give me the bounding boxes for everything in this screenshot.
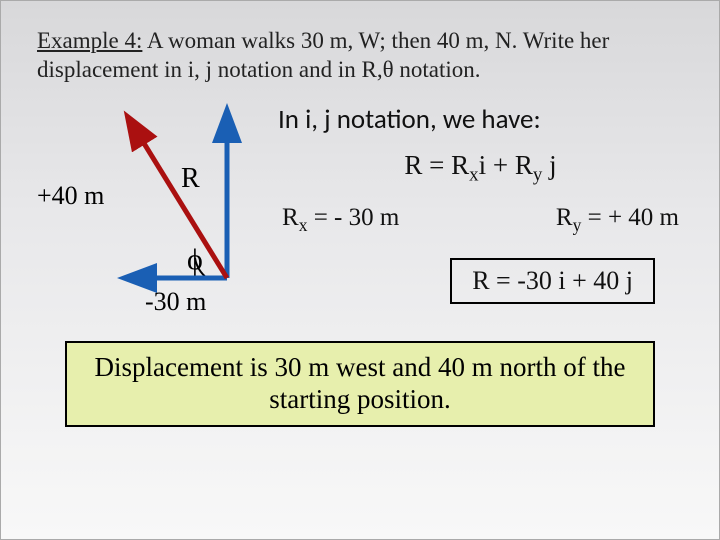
ry-val: = + 40 m	[581, 204, 679, 231]
label-plus-40: +40 m	[37, 181, 104, 211]
eq-r-pre: R = R	[404, 150, 469, 180]
theta-symbol: θ	[383, 57, 394, 82]
rx-term: Rx = - 30 m	[282, 204, 399, 236]
slide-container: Example 4: A woman walks 30 m, W; then 4…	[1, 1, 719, 539]
label-minus-30: -30 m	[145, 287, 206, 317]
eq-j: j	[542, 150, 556, 180]
eq-i: i	[479, 150, 487, 180]
resultant-arrow	[129, 119, 227, 278]
ry-label: R	[556, 204, 573, 231]
content-row: +40 m R ϕ -30 m In i, j notation, we hav…	[37, 103, 683, 323]
equation-r: R = Rxi + Ry j	[278, 150, 683, 186]
eq-plus: + R	[486, 150, 533, 180]
solution-intro: In i, j notation, we have:	[278, 103, 683, 136]
boxed-result-wrap: R = -30 i + 40 j	[278, 258, 683, 304]
final-answer-box: Displacement is 30 m west and 40 m north…	[65, 341, 655, 428]
rx-label: R	[282, 204, 299, 231]
rx-ry-row: Rx = - 30 m Ry = + 40 m	[278, 204, 683, 236]
problem-statement: Example 4: A woman walks 30 m, W; then 4…	[37, 27, 683, 85]
rx-val: = - 30 m	[307, 204, 399, 231]
problem-text-b: notation.	[394, 57, 481, 82]
solution-panel: In i, j notation, we have: R = Rxi + Ry …	[272, 103, 683, 304]
vector-diagram: +40 m R ϕ -30 m	[37, 103, 272, 323]
boxed-result: R = -30 i + 40 j	[450, 258, 655, 304]
ry-term: Ry = + 40 m	[556, 204, 679, 236]
label-phi: ϕ	[187, 243, 203, 277]
example-heading: Example 4:	[37, 28, 142, 53]
label-r: R	[181, 163, 200, 195]
